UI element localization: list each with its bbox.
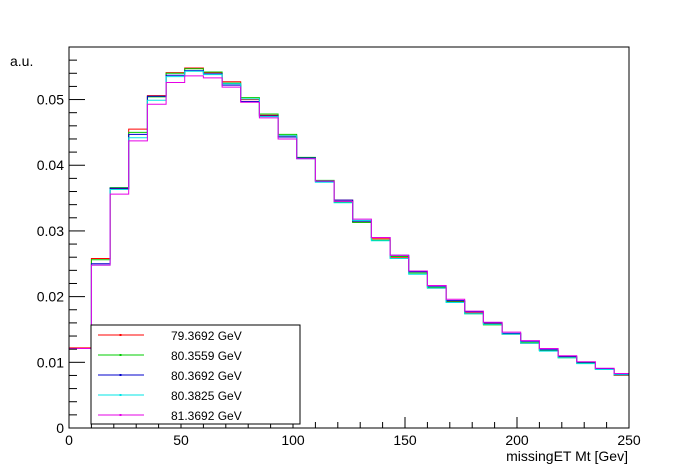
series-layer <box>69 67 629 376</box>
y-axis-label: a.u. <box>10 53 33 69</box>
plot-frame <box>68 46 630 429</box>
x-tick-label: 150 <box>393 432 417 448</box>
legend-marker <box>119 414 122 416</box>
axis-layer: 0 50 100 150 200 250 0 0.01 0.02 0.03 0.04 0.05 <box>37 46 641 448</box>
y-tick-label: 0.02 <box>37 289 64 305</box>
y-tick-label: 0.04 <box>37 157 64 173</box>
legend-marker <box>119 354 122 356</box>
y-tick-label: 0 <box>56 420 64 436</box>
legend-label: 80.3825 GeV <box>171 389 242 403</box>
legend-label: 80.3559 GeV <box>171 349 242 363</box>
y-tick-label: 0.03 <box>37 223 64 239</box>
x-axis-label: missingET Mt [Gev] <box>506 448 628 464</box>
x-tick-label: 200 <box>505 432 529 448</box>
y-tick-label: 0.01 <box>37 354 64 370</box>
legend-marker <box>119 334 122 336</box>
x-tick-label: 250 <box>617 432 641 448</box>
legend-label: 81.3692 GeV <box>171 409 242 423</box>
x-tick-label: 100 <box>281 432 305 448</box>
legend: 79.3692 GeV 80.3559 GeV 80.3692 GeV 80.3825… <box>90 324 301 425</box>
legend-marker <box>119 394 122 396</box>
y-tick-label: 0.05 <box>37 92 64 108</box>
legend-label: 79.3692 GeV <box>171 329 242 343</box>
x-tick-label: 0 <box>65 432 73 448</box>
x-tick-label: 50 <box>173 432 189 448</box>
legend-label: 80.3692 GeV <box>171 369 242 383</box>
series-line-5 <box>69 75 629 374</box>
legend-marker <box>119 374 122 376</box>
